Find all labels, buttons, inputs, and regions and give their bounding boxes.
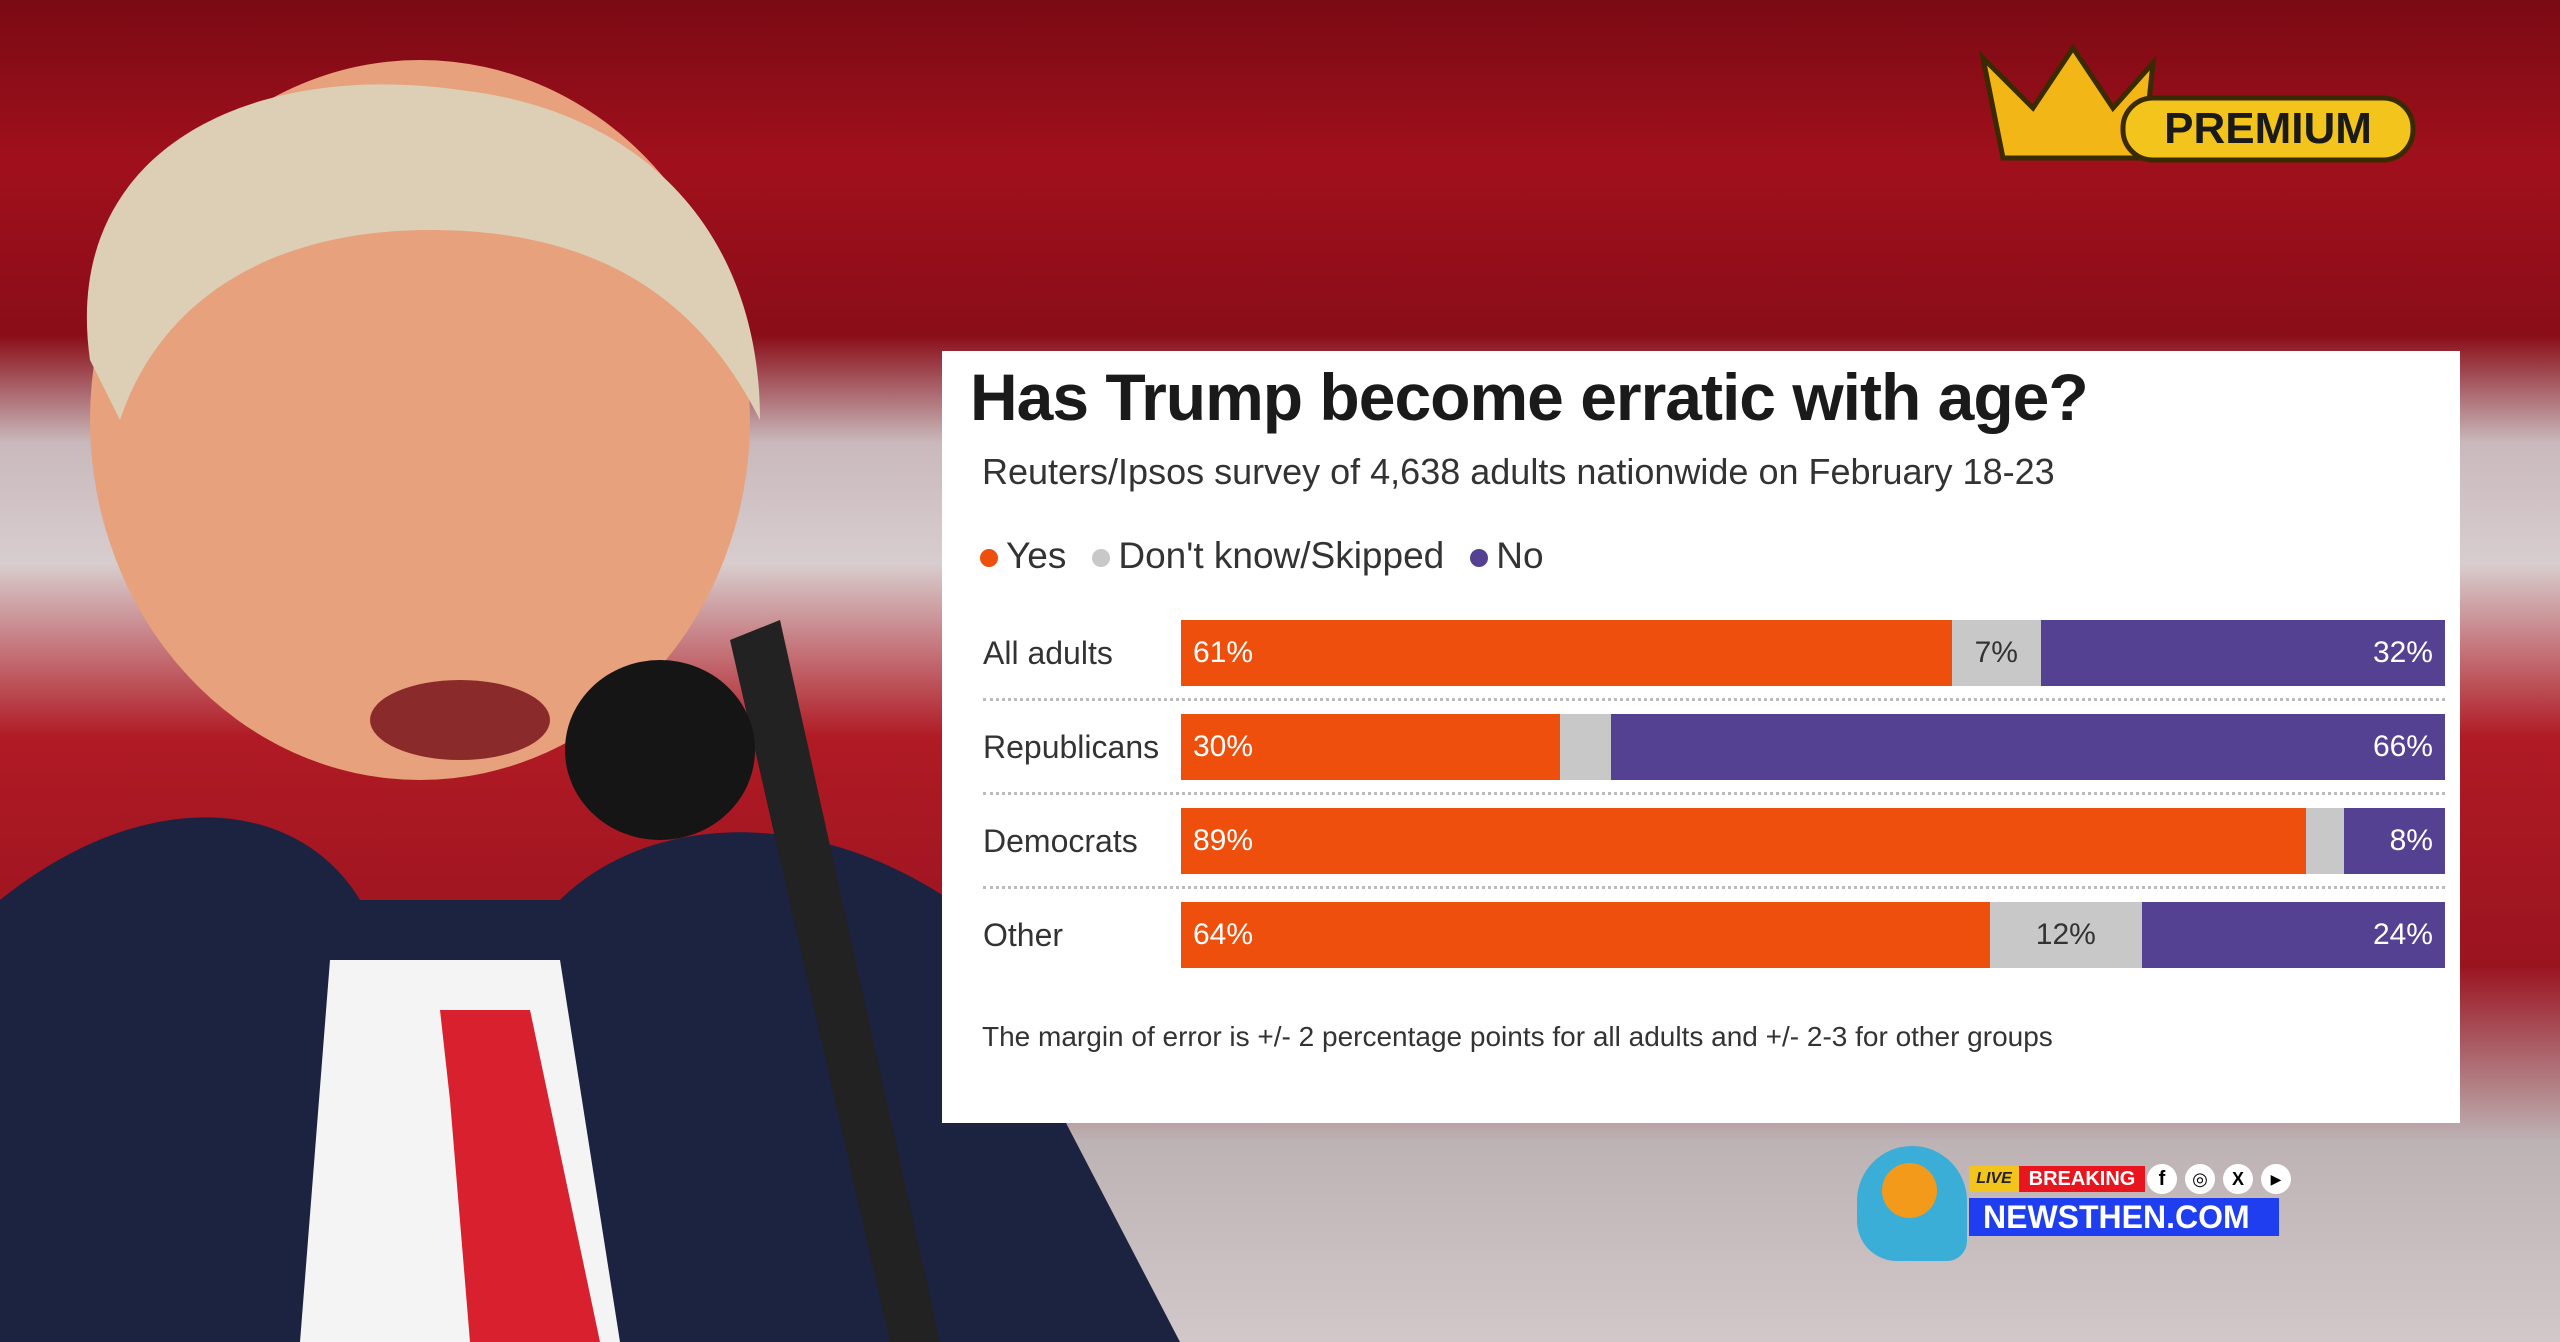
- newsthen-logo: LIVE BREAKING f ◎ X ▶ NEWSTHEN.COM: [1857, 1138, 2297, 1263]
- data-label: 8%: [2389, 824, 2433, 857]
- x-icon[interactable]: X: [2223, 1164, 2253, 1194]
- data-label: 24%: [2372, 918, 2433, 951]
- bar-segment-no: 24%: [2141, 902, 2445, 968]
- row-divider: [983, 698, 2445, 701]
- instagram-icon[interactable]: ◎: [2185, 1164, 2215, 1194]
- bar-segment-no: 32%: [2040, 620, 2445, 686]
- speaker-photo: [0, 60, 1180, 1342]
- bar-segment-yes: 64%: [1181, 902, 1990, 968]
- data-label: 12%: [2035, 918, 2096, 951]
- data-label: 64%: [1193, 918, 1254, 951]
- category-label: Other: [983, 917, 1064, 953]
- legend-item-dont-know: Don't know/Skipped: [1092, 535, 1444, 577]
- bar-segment-don-t-know-skipped: 12%: [1989, 902, 2142, 968]
- bar-segment-yes: 30%: [1181, 714, 1561, 780]
- row-divider: [983, 886, 2445, 889]
- bar-segment-yes: 61%: [1181, 620, 1953, 686]
- category-label: All adults: [983, 635, 1113, 671]
- row-divider: [983, 792, 2445, 795]
- bar-segment-yes: 89%: [1181, 808, 2306, 874]
- category-label: Republicans: [983, 729, 1160, 765]
- data-label: 7%: [1974, 636, 2018, 669]
- data-label: 66%: [2372, 730, 2433, 763]
- crown-icon: [1978, 43, 2157, 161]
- facebook-icon[interactable]: f: [2147, 1164, 2177, 1194]
- data-label: 32%: [2372, 636, 2433, 669]
- chart-subtitle: Reuters/Ipsos survey of 4,638 adults nat…: [982, 451, 2055, 492]
- legend-item-no: No: [1470, 535, 1544, 577]
- category-label: Democrats: [983, 823, 1138, 859]
- data-label: 61%: [1193, 636, 1254, 669]
- chart-title: Has Trump become erratic with age?: [970, 360, 2089, 434]
- data-label: 89%: [1193, 824, 1254, 857]
- bar-segment-no: 66%: [1610, 714, 2445, 780]
- live-badge: LIVE: [1969, 1166, 2019, 1192]
- chart-legend: Yes Don't know/Skipped No: [980, 535, 1544, 577]
- breaking-label: BREAKING: [2019, 1166, 2145, 1192]
- youtube-icon[interactable]: ▶: [2261, 1164, 2291, 1194]
- bar-segment-no: 8%: [2343, 808, 2445, 874]
- site-name: NEWSTHEN.COM: [1969, 1198, 2279, 1236]
- premium-badge: PREMIUM: [1978, 43, 2416, 163]
- poll-chart-card: Has Trump become erratic with age? Reute…: [942, 351, 2460, 1123]
- svg-text:PREMIUM: PREMIUM: [2164, 104, 2372, 153]
- data-label: 30%: [1193, 730, 1254, 763]
- bar-segment-don-t-know-skipped: [2305, 808, 2344, 874]
- legend-item-yes: Yes: [980, 535, 1066, 577]
- chart-note: The margin of error is +/- 2 percentage …: [982, 1021, 2053, 1052]
- bar-segment-don-t-know-skipped: 7%: [1952, 620, 2041, 686]
- bar-segment-don-t-know-skipped: [1560, 714, 1611, 780]
